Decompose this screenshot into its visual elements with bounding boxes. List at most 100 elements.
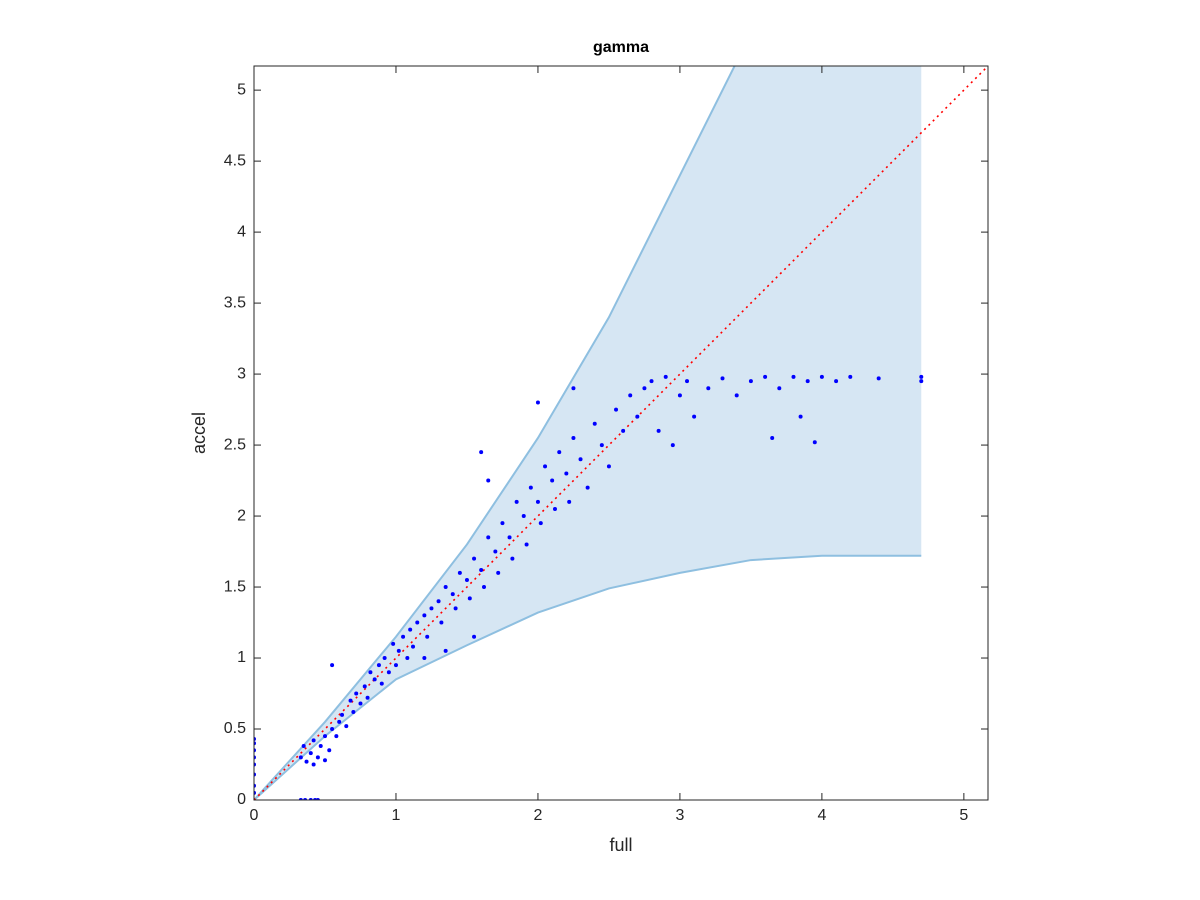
point bbox=[368, 670, 373, 675]
point bbox=[351, 709, 356, 714]
y-tick-label: 5 bbox=[237, 81, 246, 98]
point bbox=[411, 644, 416, 649]
point bbox=[770, 435, 775, 440]
point bbox=[819, 374, 824, 379]
point bbox=[439, 620, 444, 625]
point bbox=[798, 414, 803, 419]
point bbox=[486, 535, 491, 540]
point bbox=[311, 738, 316, 743]
point bbox=[592, 421, 597, 426]
point bbox=[479, 568, 484, 573]
point bbox=[396, 648, 401, 653]
y-tick-label: 2 bbox=[237, 507, 246, 524]
x-tick-label: 4 bbox=[817, 807, 826, 824]
point bbox=[614, 407, 619, 412]
point bbox=[318, 744, 323, 749]
point bbox=[535, 499, 540, 504]
point bbox=[585, 485, 590, 490]
point bbox=[578, 457, 583, 462]
point bbox=[656, 428, 661, 433]
point bbox=[812, 440, 817, 445]
point bbox=[408, 627, 413, 632]
point bbox=[500, 521, 505, 526]
point bbox=[763, 374, 768, 379]
point bbox=[571, 386, 576, 391]
point bbox=[457, 570, 462, 575]
point bbox=[606, 464, 611, 469]
y-tick-label: 3.5 bbox=[224, 294, 246, 311]
point bbox=[550, 478, 555, 483]
y-tick-label: 4 bbox=[237, 223, 246, 240]
point bbox=[571, 435, 576, 440]
point bbox=[301, 744, 306, 749]
point bbox=[564, 471, 569, 476]
point bbox=[348, 698, 353, 703]
point bbox=[311, 762, 316, 767]
y-tick-label: 0 bbox=[237, 791, 246, 808]
plot-area bbox=[254, 66, 988, 800]
point bbox=[628, 393, 633, 398]
point bbox=[425, 634, 430, 639]
point bbox=[436, 599, 441, 604]
point bbox=[340, 712, 345, 717]
point bbox=[358, 701, 363, 706]
point bbox=[298, 755, 303, 760]
point bbox=[535, 400, 540, 405]
point bbox=[372, 677, 377, 682]
x-tick-label: 2 bbox=[533, 807, 542, 824]
band-fill bbox=[254, 66, 922, 800]
point bbox=[337, 719, 342, 724]
point bbox=[834, 379, 839, 384]
band-edge bbox=[254, 66, 736, 800]
point bbox=[848, 374, 853, 379]
x-tick-label: 0 bbox=[250, 807, 259, 824]
point bbox=[365, 695, 370, 700]
x-axis-label: full bbox=[609, 835, 632, 855]
point bbox=[422, 613, 427, 618]
point bbox=[706, 386, 711, 391]
point bbox=[805, 379, 810, 384]
point bbox=[543, 464, 548, 469]
band-edge bbox=[254, 554, 922, 800]
point bbox=[354, 691, 359, 696]
reference-line bbox=[254, 66, 988, 800]
point bbox=[304, 759, 309, 764]
point bbox=[327, 748, 332, 753]
point bbox=[391, 641, 396, 646]
point bbox=[450, 592, 455, 597]
axes: 0 1 2 3 4 5 0 0.5 1 1.5 2 2.5 3 3.5 4 4.5 5 bbox=[224, 65, 989, 824]
axes-box bbox=[253, 65, 989, 801]
point bbox=[362, 684, 367, 689]
point bbox=[330, 727, 335, 732]
point bbox=[876, 376, 881, 381]
chart-title: gamma bbox=[593, 39, 649, 56]
y-tick-label: 4.5 bbox=[224, 152, 246, 169]
point bbox=[521, 514, 526, 519]
y-axis-label: accel bbox=[189, 412, 209, 454]
point bbox=[464, 577, 469, 582]
point bbox=[677, 393, 682, 398]
point bbox=[393, 663, 398, 668]
point bbox=[382, 656, 387, 661]
point bbox=[621, 428, 626, 433]
point bbox=[493, 549, 498, 554]
point bbox=[663, 374, 668, 379]
point bbox=[557, 450, 562, 455]
point bbox=[472, 634, 477, 639]
point bbox=[642, 386, 647, 391]
y-tick-label: 0.5 bbox=[224, 720, 246, 737]
y-tick-label: 1 bbox=[237, 649, 246, 666]
point bbox=[481, 585, 486, 590]
point bbox=[308, 751, 313, 756]
point bbox=[344, 724, 349, 729]
point bbox=[635, 414, 640, 419]
point bbox=[467, 596, 472, 601]
point bbox=[322, 734, 327, 739]
point bbox=[567, 499, 572, 504]
point bbox=[528, 485, 533, 490]
x-tick-label: 3 bbox=[675, 807, 684, 824]
point bbox=[692, 414, 697, 419]
point bbox=[552, 506, 557, 511]
point bbox=[330, 663, 335, 668]
